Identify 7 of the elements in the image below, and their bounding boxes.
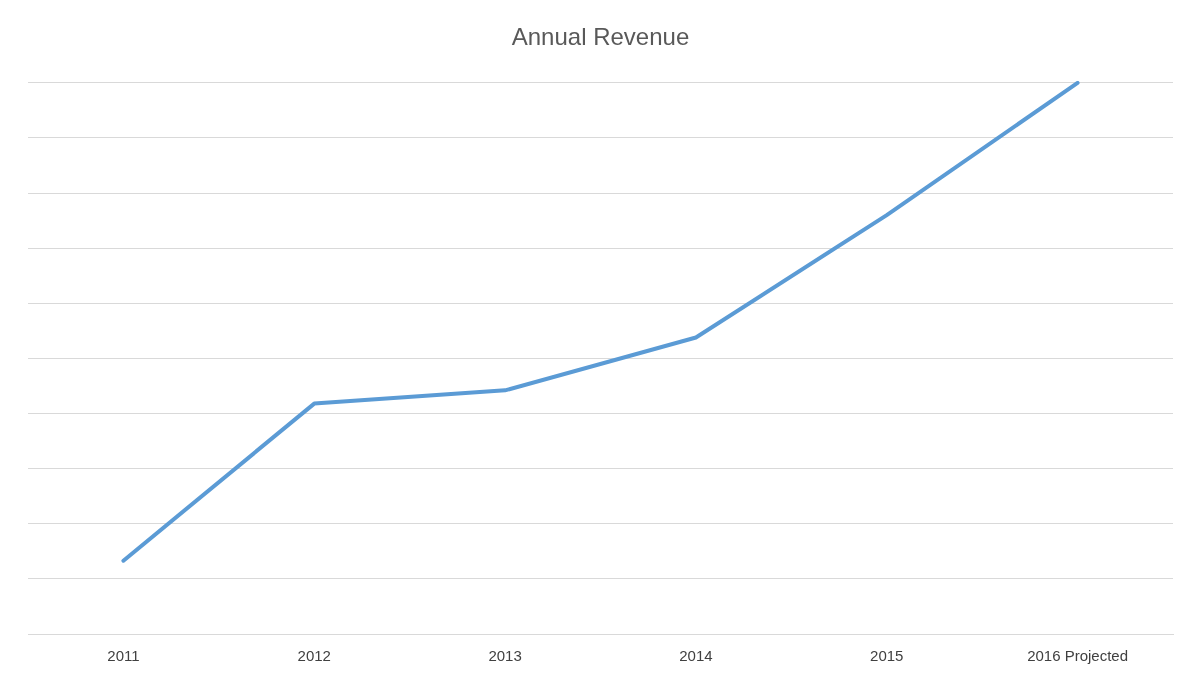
x-tick-label: 2012 bbox=[297, 647, 331, 665]
x-tick-label: 2014 bbox=[679, 647, 713, 665]
x-tick-label: 2013 bbox=[488, 647, 522, 665]
x-tick-label: 2015 bbox=[870, 647, 904, 665]
x-tick-label: 2016 Projected bbox=[1027, 647, 1129, 665]
chart-title: Annual Revenue bbox=[511, 23, 690, 51]
x-tick-label: 2011 bbox=[107, 647, 140, 665]
